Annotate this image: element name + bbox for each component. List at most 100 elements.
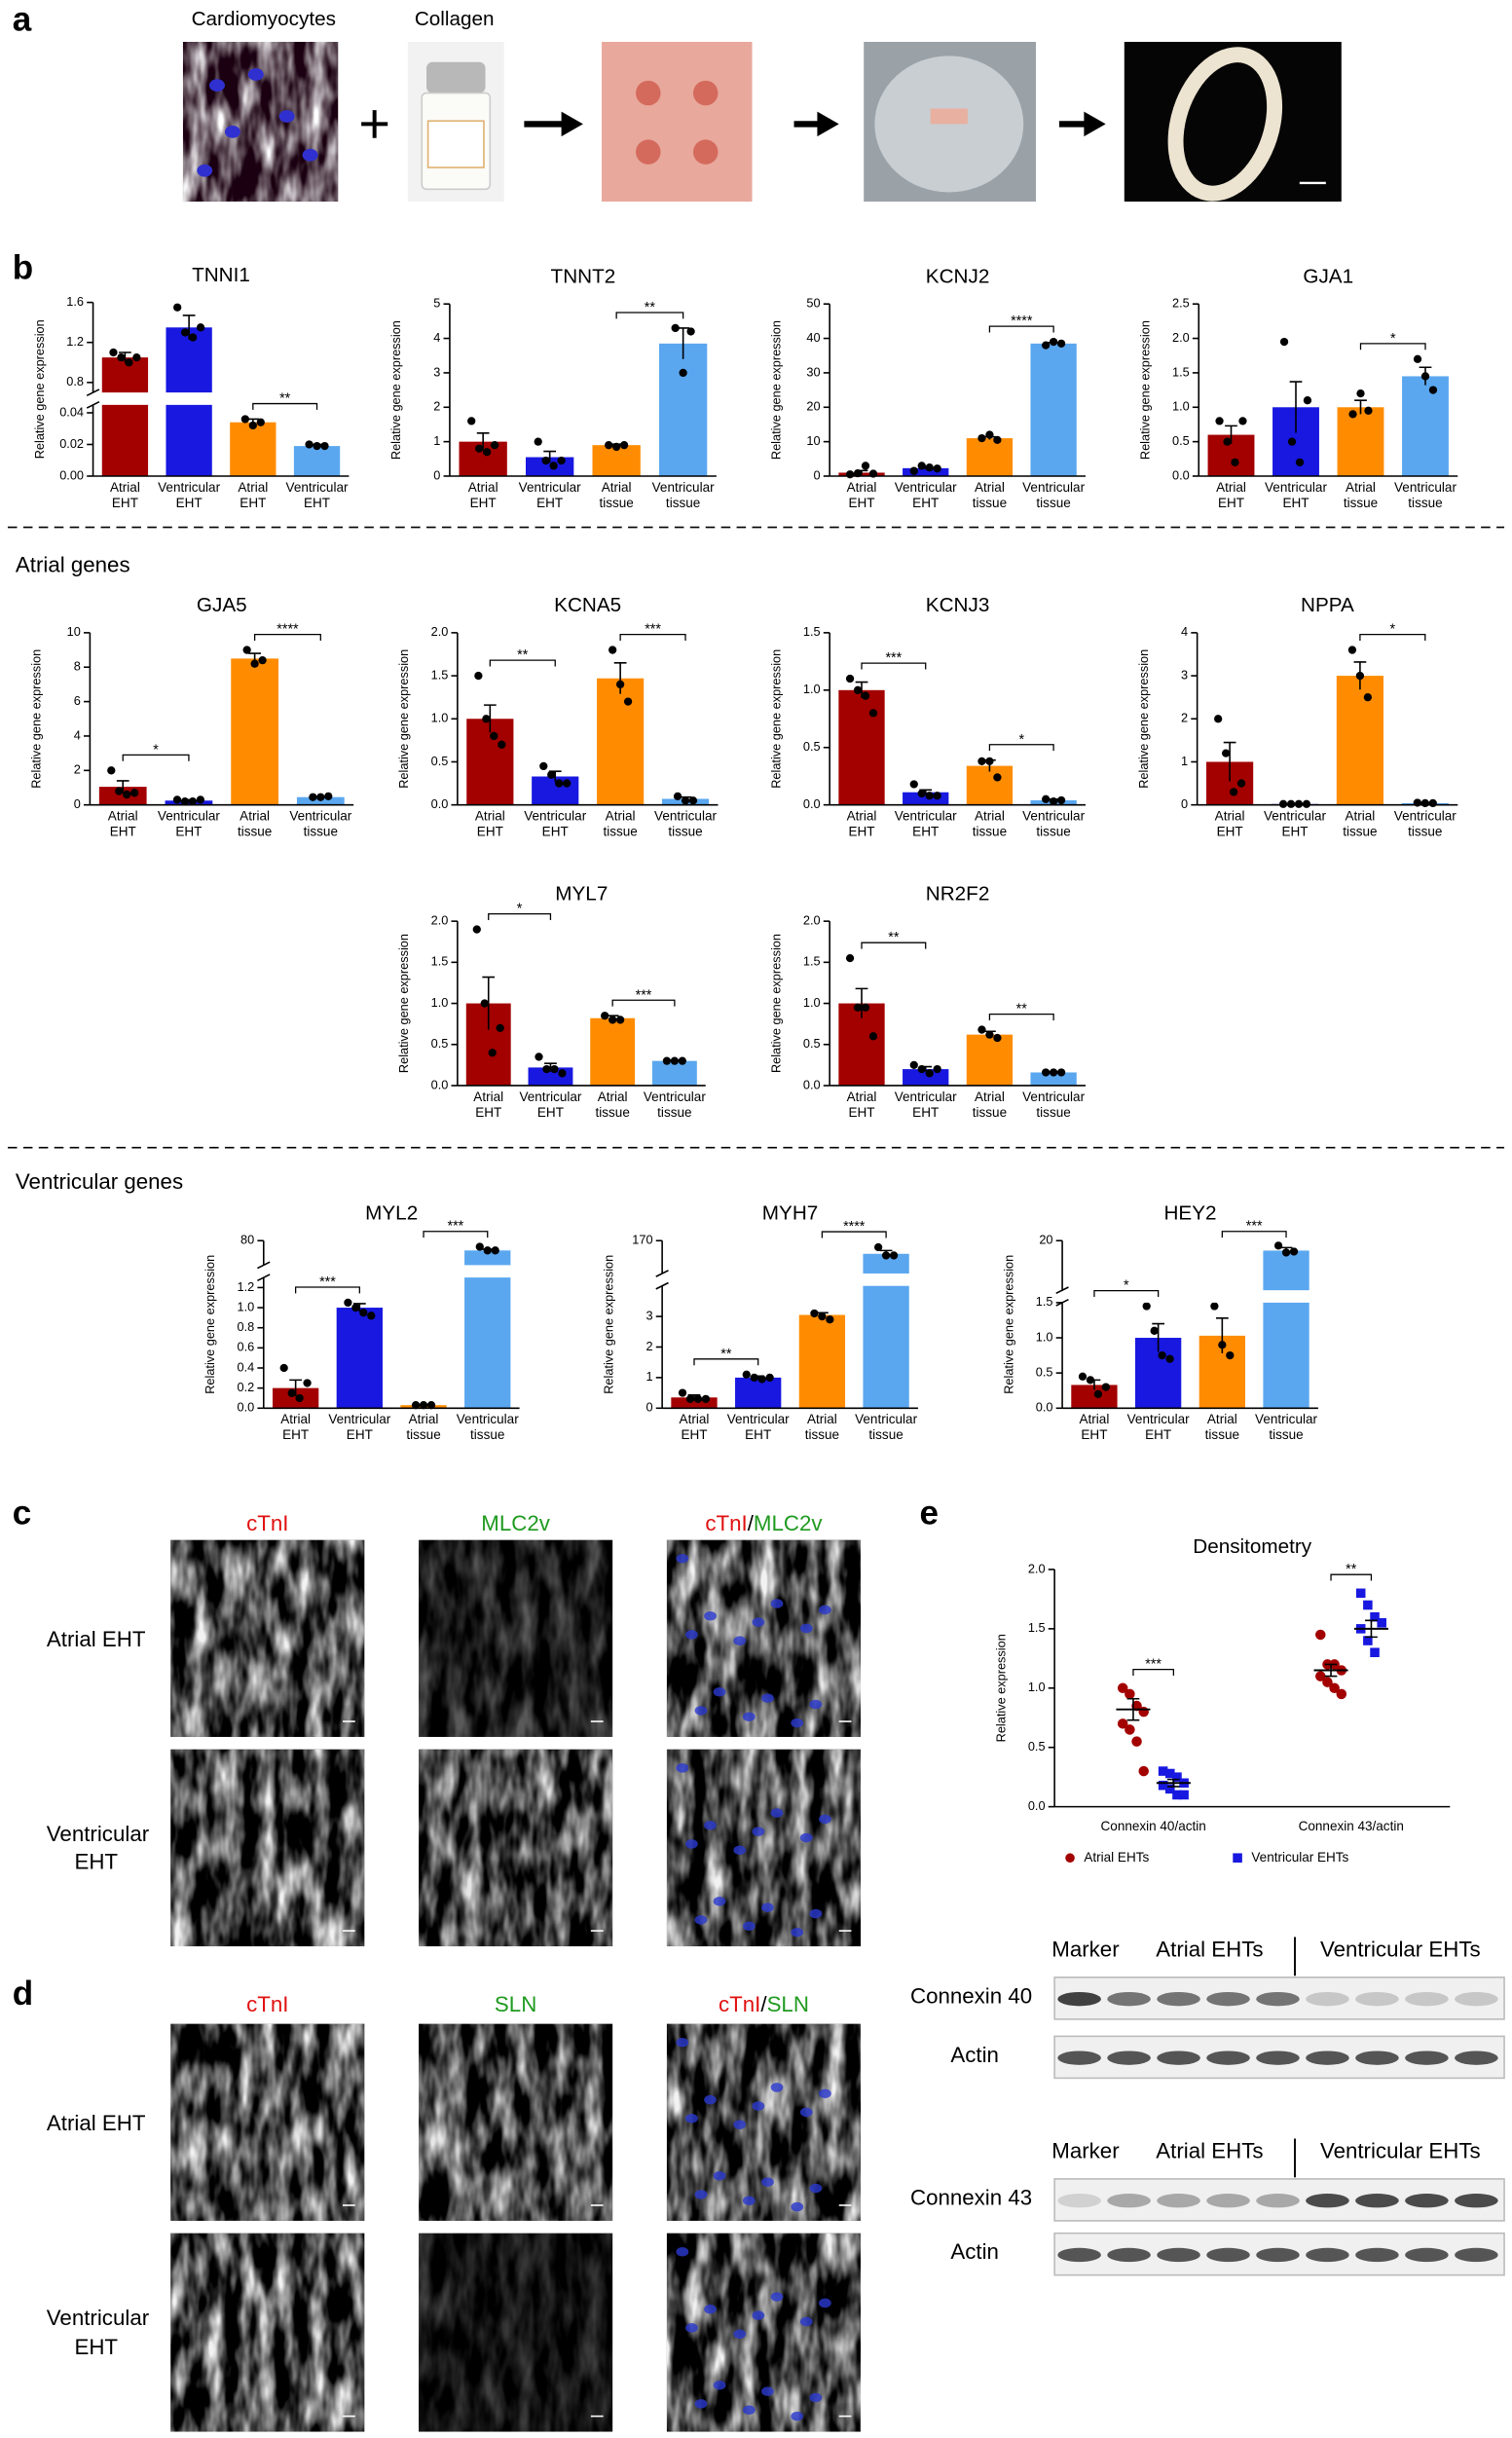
tissue	[930, 108, 968, 125]
data-point	[1363, 1636, 1373, 1645]
significance-bracket	[489, 659, 556, 667]
y-axis-label: Relative gene expression	[768, 320, 783, 460]
data-point	[615, 1016, 625, 1024]
data-point	[673, 792, 682, 800]
data-point	[1428, 798, 1437, 808]
nucleus	[742, 1921, 756, 1932]
data-point	[1302, 799, 1311, 808]
significance-bracket	[1093, 1289, 1160, 1297]
significance-label: **	[1346, 1562, 1357, 1577]
blot-band	[1306, 2050, 1349, 2065]
data-point	[933, 792, 941, 800]
y-axis-label: Relative gene expression	[32, 319, 47, 459]
data-point	[1336, 1688, 1347, 1700]
data-point	[977, 433, 986, 443]
significance-label: ****	[843, 1219, 866, 1235]
y-tick-label: 4	[1181, 624, 1188, 639]
data-point	[1364, 406, 1373, 415]
y-tick-label: 2	[74, 762, 81, 777]
blot-row-label: Connexin 43	[910, 2186, 1032, 2210]
data-point	[1131, 1736, 1142, 1747]
significance-label: ***	[448, 1219, 464, 1235]
bar	[101, 357, 149, 476]
nucleus	[819, 1605, 831, 1615]
y-tick-label: 2.0	[803, 912, 821, 927]
x-tick-label: Ventricular EHT	[157, 807, 220, 839]
data-point	[132, 352, 141, 362]
blot-header: Atrial EHTs	[1156, 2139, 1263, 2163]
significance-bracket	[488, 913, 552, 921]
data-point	[1287, 437, 1297, 446]
bar	[231, 658, 278, 805]
data-point	[608, 646, 617, 654]
y-tick-label: 0.5	[431, 754, 449, 768]
micrograph-texture	[170, 1749, 365, 1946]
chart-title: TNNI1	[192, 264, 250, 286]
y-tick-label: 0.0	[1028, 1798, 1046, 1813]
significance-bracket	[611, 999, 676, 1007]
data-point	[483, 1246, 492, 1255]
x-tick-label: Ventricular tissue	[456, 1411, 519, 1442]
axis-break-gap	[1063, 1290, 1320, 1303]
x-tick-label: Ventricular EHT	[518, 479, 581, 510]
data-point	[123, 790, 131, 799]
bar	[671, 1397, 718, 1409]
bar	[165, 800, 213, 805]
y-tick-label: 1.5	[1028, 1620, 1046, 1635]
error-bar	[1152, 1322, 1165, 1352]
bar	[466, 719, 514, 805]
error-bar	[1166, 1778, 1180, 1788]
error-bar	[1223, 741, 1236, 782]
significance-label: ***	[885, 650, 902, 666]
data-point	[909, 466, 918, 475]
nucleus	[791, 2411, 804, 2421]
y-tick-label: 3	[645, 1308, 652, 1322]
data-point	[496, 1023, 504, 1033]
data-point	[868, 709, 878, 718]
nucleus	[752, 2310, 765, 2320]
legend-marker	[1065, 1853, 1075, 1863]
axis-break-gap	[94, 392, 350, 405]
y-tick-label: 0.0	[431, 1077, 449, 1091]
nucleus	[761, 1902, 774, 1912]
data-point	[1049, 1068, 1058, 1077]
data-point	[309, 793, 317, 801]
significance-label: **	[517, 647, 529, 663]
data-point	[917, 462, 926, 470]
significance-bracket	[615, 312, 684, 319]
data-point	[467, 417, 476, 425]
data-point	[1226, 1350, 1235, 1360]
y-tick-label: 1.0	[1172, 399, 1190, 414]
nucleus	[770, 1808, 784, 1818]
error-bar	[613, 662, 627, 694]
data-point	[1420, 372, 1430, 381]
y-tick-label: 2.5	[1172, 296, 1190, 311]
x-tick-label: Atrial EHT	[238, 479, 269, 510]
data-point	[547, 770, 556, 779]
y-tick-label: 0.5	[1028, 1739, 1046, 1754]
blot-band	[1306, 2194, 1349, 2208]
molds	[636, 80, 719, 165]
micrograph-texture	[666, 1539, 862, 1737]
x-tick-label: Ventricular tissue	[643, 1089, 706, 1120]
y-tick-label: 0.02	[59, 436, 84, 451]
data-point	[810, 1309, 819, 1318]
data-point	[601, 1012, 609, 1020]
bar	[966, 765, 1014, 805]
bar	[1030, 1072, 1077, 1086]
column-header: SLN	[494, 1991, 537, 2016]
x-tick-label: Atrial tissue	[603, 807, 638, 839]
y-tick-label: 1.5	[1172, 364, 1190, 379]
section-label: Atrial genes	[16, 552, 130, 576]
blot-band	[1256, 2050, 1300, 2065]
data-point	[173, 303, 182, 312]
significance-label: **	[720, 1347, 732, 1362]
data-point	[701, 1394, 711, 1404]
data-point	[977, 1025, 986, 1034]
y-tick-label: 0.5	[803, 1036, 821, 1051]
y-tick-label: 0	[645, 1400, 652, 1415]
data-point	[180, 796, 190, 806]
x-tick-label: Ventricular tissue	[1022, 807, 1086, 839]
micrograph-texture	[666, 2233, 862, 2432]
